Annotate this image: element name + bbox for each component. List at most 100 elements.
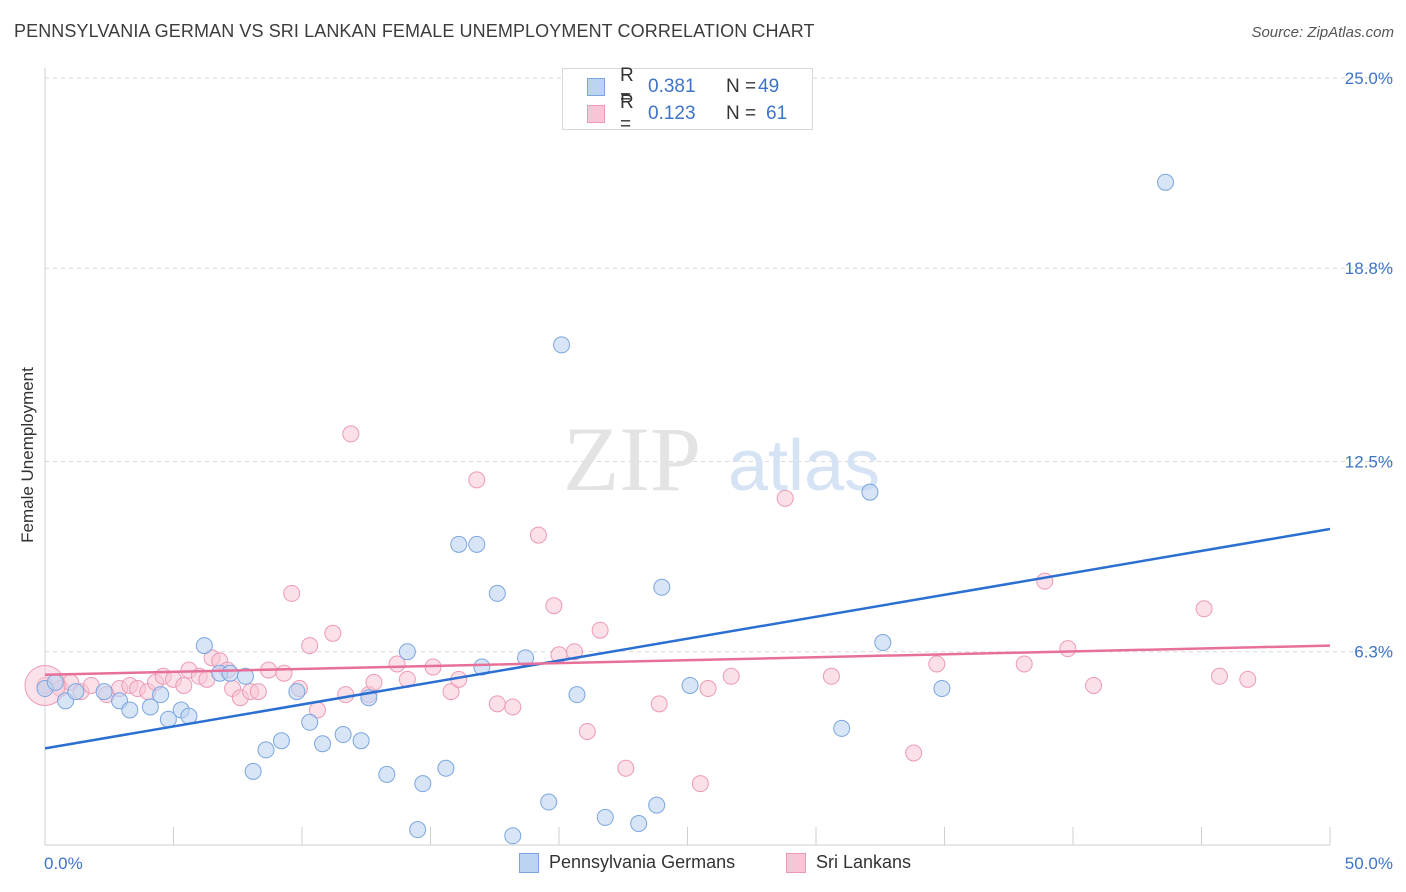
sri-lankan-point <box>504 698 522 716</box>
r-label: R = <box>620 92 634 135</box>
sri-lankan-point <box>283 584 301 602</box>
pennsylvania-german-point <box>414 775 432 793</box>
pennsylvania-german-point <box>653 578 671 596</box>
tick-labels: 6.3% 12.5% 18.8% 25.0% 0.0% 50.0% <box>44 69 1393 873</box>
pennsylvania-german-point <box>553 336 571 354</box>
chart-title: PENNSYLVANIA GERMAN VS SRI LANKAN FEMALE… <box>14 21 815 41</box>
pennsylvania-german-point <box>504 827 522 845</box>
pennsylvania-german-point <box>352 732 370 750</box>
x-tick-label: 0.0% <box>44 854 83 873</box>
pennsylvania-german-point <box>314 735 332 753</box>
pink-swatch <box>587 105 605 123</box>
sri-lankan-point <box>324 624 342 642</box>
pennsylvania-german-point <box>630 815 648 833</box>
sri-lankan-point <box>529 526 547 544</box>
sri-lankan-point <box>776 489 794 507</box>
legend-item-sri-lankans[interactable]: Sri Lankans <box>786 852 911 873</box>
sri-lankan-point <box>1239 670 1257 688</box>
pennsylvania-german-point <box>121 701 139 719</box>
sri-lankans-trend-line <box>44 644 1331 676</box>
legend-label: Sri Lankans <box>816 852 912 872</box>
x-tick-label: 50.0% <box>1345 854 1393 873</box>
pennsylvania-german-point <box>46 673 64 691</box>
watermark-zip: ZIP <box>563 408 701 510</box>
sri-lankan-point <box>175 676 193 694</box>
pennsylvania-german-point <box>272 732 290 750</box>
blue-swatch <box>519 852 539 873</box>
pennsylvania-germans-points <box>36 173 1175 845</box>
sri-lankan-point <box>1085 676 1103 694</box>
pennsylvania-german-point <box>301 713 319 731</box>
sri-lankan-point <box>468 471 486 489</box>
pennsylvania-german-point <box>874 634 892 652</box>
sri-lankan-point <box>1015 655 1033 673</box>
pennsylvania-german-point <box>378 765 396 783</box>
y-tick-label: 12.5% <box>1345 453 1393 472</box>
axes <box>44 68 1331 846</box>
pennsylvania-german-point <box>195 637 213 655</box>
pennsylvania-german-point <box>833 719 851 737</box>
pennsylvania-german-point <box>596 808 614 826</box>
r-label: R = <box>620 65 634 108</box>
sri-lankan-point <box>275 664 293 682</box>
sri-lankan-point <box>442 683 460 701</box>
legend-item-pennsylvania-germans[interactable]: Pennsylvania Germans <box>519 852 735 873</box>
legend-label: Pennsylvania Germans <box>549 852 736 872</box>
sri-lankan-point <box>1210 667 1228 685</box>
sri-lankan-point <box>1059 640 1077 658</box>
sri-lankan-point <box>545 597 563 615</box>
pennsylvania-german-point <box>861 483 879 501</box>
trend-lines <box>44 527 1331 750</box>
pennsylvania-german-point <box>488 584 506 602</box>
pennsylvania-german-point <box>1157 173 1175 191</box>
pennsylvania-german-point <box>67 683 85 701</box>
pennsylvania-german-point <box>468 535 486 553</box>
r-value: 0.123 <box>648 103 696 124</box>
sri-lankan-point <box>591 621 609 639</box>
pennsylvania-german-point <box>152 686 170 704</box>
sri-lankan-point <box>342 425 360 443</box>
n-label: N = <box>726 103 757 124</box>
pennsylvania-german-point <box>221 664 239 682</box>
sri-lankan-point <box>301 637 319 655</box>
pennsylvania-german-point <box>334 726 352 744</box>
watermark: ZIP atlas <box>563 408 880 510</box>
pennsylvania-german-point <box>257 741 275 759</box>
pennsylvania-german-point <box>437 759 455 777</box>
pennsylvania-german-point <box>681 676 699 694</box>
n-value: 49 <box>758 76 780 97</box>
pennsylvania-german-point <box>568 686 586 704</box>
n-value: 61 <box>766 103 788 124</box>
y-tick-label: 25.0% <box>1345 69 1393 88</box>
pennsylvania-german-point <box>540 793 558 811</box>
sri-lankan-point <box>691 775 709 793</box>
n-label: N = <box>726 76 757 97</box>
sri-lankan-point <box>650 695 668 713</box>
sri-lankan-point <box>822 667 840 685</box>
pennsylvania-german-point <box>236 667 254 685</box>
series-legend: Pennsylvania Germans Sri Lankans <box>0 852 1406 876</box>
sri-lankan-point <box>249 683 267 701</box>
y-tick-label: 18.8% <box>1345 259 1393 278</box>
blue-swatch <box>587 78 605 96</box>
sri-lankan-point <box>699 680 717 698</box>
sri-lankan-point <box>337 686 355 704</box>
pennsylvania-german-point <box>141 698 159 716</box>
grid-lines <box>45 77 1395 653</box>
pink-swatch <box>786 852 806 873</box>
pennsylvania-german-point <box>288 683 306 701</box>
watermark-atlas: atlas <box>728 426 880 506</box>
sri-lankan-point <box>365 673 383 691</box>
sri-lankan-point <box>722 667 740 685</box>
pennsylvania-german-point <box>933 680 951 698</box>
sri-lankan-point <box>1195 600 1213 618</box>
sri-lankan-point <box>928 655 946 673</box>
pennsylvania-german-point <box>409 821 427 839</box>
pennsylvania-german-point <box>473 658 491 676</box>
pennsylvania-german-point <box>450 535 468 553</box>
sri-lankan-point <box>617 759 635 777</box>
pennsylvania-germans-trend-line <box>44 527 1331 750</box>
pennsylvania-german-point <box>648 796 666 814</box>
sri-lankan-point <box>565 643 583 661</box>
